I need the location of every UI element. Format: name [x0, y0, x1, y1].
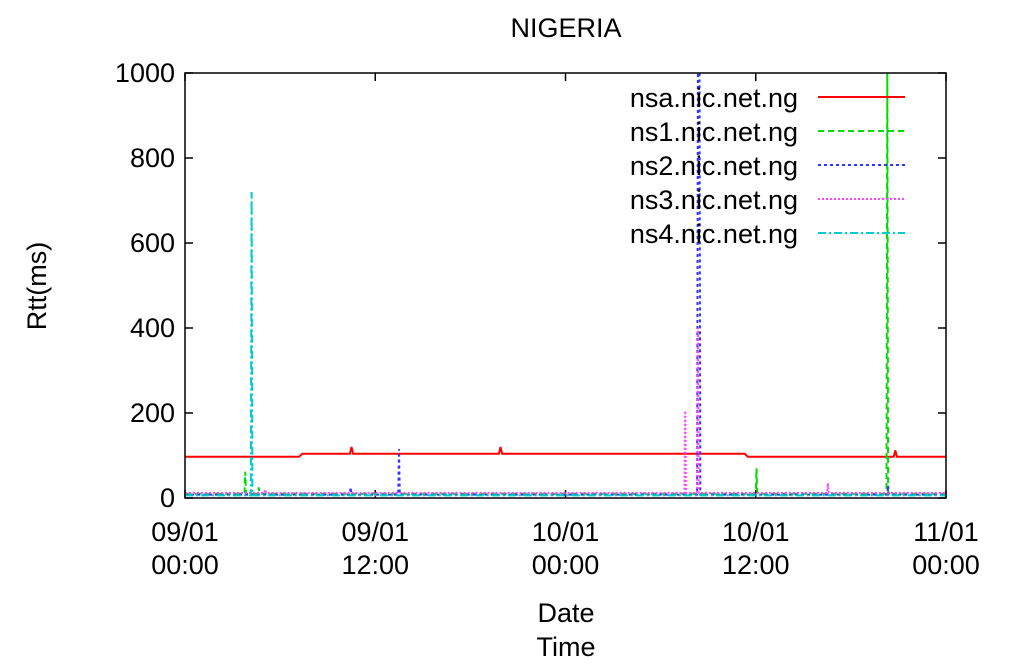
series-line-ns3-nic-net-ng: [185, 327, 946, 494]
plot-frame: [184, 72, 947, 499]
x-tick-label-time: 00:00: [151, 550, 219, 580]
y-axis-ticks: 0 200 400 600 800 1000: [115, 58, 946, 513]
x-axis-label-time: Time: [537, 632, 596, 662]
series-line-ns2-nic-net-ng: [185, 72, 946, 496]
series-line-nsa-nic-net-ng: [185, 446, 946, 458]
legend-label: nsa.nic.net.ng: [630, 83, 798, 113]
legend-label: ns2.nic.net.ng: [630, 151, 798, 181]
x-axis-label-date: Date: [537, 598, 594, 628]
y-tick-label: 200: [130, 398, 175, 428]
x-tick-label-time: 00:00: [532, 550, 600, 580]
x-axis-ticks: 09/0100:0009/0112:0010/0100:0010/0112:00…: [151, 73, 980, 580]
series-line-ns4-nic-net-ng: [185, 191, 946, 497]
x-tick-label-time: 00:00: [912, 550, 980, 580]
x-tick-label-date: 10/01: [532, 517, 600, 547]
x-tick-label-date: 09/01: [151, 517, 219, 547]
chart-title: NIGERIA: [510, 13, 621, 43]
legend: nsa.nic.net.ng ns1.nic.net.ng ns2.nic.net.…: [630, 83, 905, 249]
x-tick-label-time: 12:00: [341, 550, 409, 580]
y-tick-label: 1000: [115, 58, 175, 88]
y-tick-label: 600: [130, 228, 175, 258]
legend-label: ns4.nic.net.ng: [630, 219, 798, 249]
x-tick-label-date: 11/01: [913, 517, 979, 547]
legend-label: ns3.nic.net.ng: [630, 185, 798, 215]
x-tick-label-time: 12:00: [722, 550, 790, 580]
y-tick-label: 0: [160, 483, 175, 513]
y-tick-label: 800: [130, 143, 175, 173]
y-axis-label: Rtt(ms): [22, 242, 52, 330]
x-tick-label-date: 10/01: [722, 517, 790, 547]
series-layer: [185, 72, 946, 497]
legend-label: ns1.nic.net.ng: [630, 117, 798, 147]
series-line-ns1-nic-net-ng: [185, 72, 946, 495]
x-tick-label-date: 09/01: [341, 517, 409, 547]
y-tick-label: 400: [130, 313, 175, 343]
